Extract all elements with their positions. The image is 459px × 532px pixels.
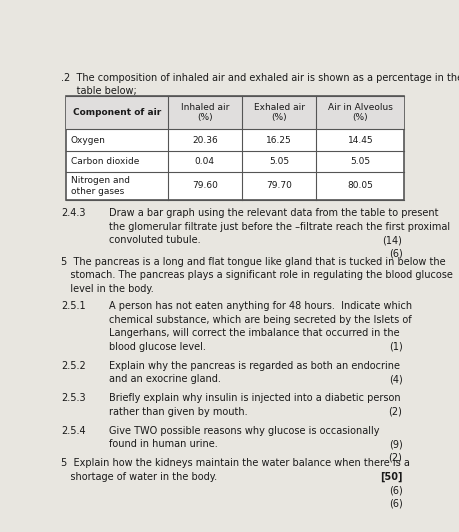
Text: A person has not eaten anything for 48 hours.  Indicate which: A person has not eaten anything for 48 h… [109,301,412,311]
Text: blood glucose level.: blood glucose level. [109,342,206,352]
Text: Component of air: Component of air [73,108,161,117]
Text: 5  The pancreas is a long and flat tongue like gland that is tucked in below the: 5 The pancreas is a long and flat tongue… [61,256,446,267]
Text: stomach. The pancreas plays a significant role in regulating the blood glucose: stomach. The pancreas plays a significan… [61,270,453,280]
Text: (6): (6) [389,485,403,495]
Text: Nitrogen and
other gases: Nitrogen and other gases [71,176,129,196]
Text: chemical substance, which are being secreted by the Islets of: chemical substance, which are being secr… [109,315,412,325]
Text: 79.70: 79.70 [266,181,292,190]
Text: 2.5.1: 2.5.1 [61,301,85,311]
Text: Give TWO possible reasons why glucose is occasionally: Give TWO possible reasons why glucose is… [109,426,380,436]
Text: 16.25: 16.25 [266,136,292,145]
Text: (14): (14) [382,235,403,245]
Text: .2  The composition of inhaled air and exhaled air is shown as a percentage in t: .2 The composition of inhaled air and ex… [61,73,459,83]
Text: 2.5.2: 2.5.2 [61,361,86,371]
Text: (6): (6) [389,248,403,259]
Text: level in the body.: level in the body. [61,284,154,294]
Bar [66,96,404,200]
Text: 14.45: 14.45 [347,136,373,145]
Text: (2): (2) [389,406,403,417]
Text: Oxygen: Oxygen [71,136,106,145]
Text: 79.60: 79.60 [192,181,218,190]
Text: Langerhans, will correct the imbalance that occurred in the: Langerhans, will correct the imbalance t… [109,328,400,338]
Text: the glomerular filtrate just before the –filtrate reach the first proximal: the glomerular filtrate just before the … [109,221,450,231]
Text: (6): (6) [389,498,403,509]
Text: 2.5.3: 2.5.3 [61,393,85,403]
Text: (4): (4) [389,375,403,384]
Text: 20.36: 20.36 [192,136,218,145]
Text: [50]: [50] [380,471,403,482]
Text: 80.05: 80.05 [347,181,373,190]
Text: 5.05: 5.05 [269,157,289,166]
Text: found in human urine.: found in human urine. [109,439,218,449]
Text: Inhaled air
(%): Inhaled air (%) [181,103,229,122]
Text: table below;: table below; [61,86,137,96]
Text: Air in Alveolus
(%): Air in Alveolus (%) [328,103,393,122]
Bar [66,96,404,129]
Text: and an exocrine gland.: and an exocrine gland. [109,375,221,384]
Text: Exhaled air
(%): Exhaled air (%) [254,103,305,122]
Text: 2.5.4: 2.5.4 [61,426,85,436]
Text: Draw a bar graph using the relevant data from the table to present: Draw a bar graph using the relevant data… [109,208,438,218]
Text: 0.04: 0.04 [195,157,215,166]
Text: 5  Explain how the kidneys maintain the water balance when there is a: 5 Explain how the kidneys maintain the w… [61,458,410,468]
Text: rather than given by mouth.: rather than given by mouth. [109,406,247,417]
Text: 5.05: 5.05 [350,157,370,166]
Text: 2.4.3: 2.4.3 [61,208,85,218]
Text: Carbon dioxide: Carbon dioxide [71,157,139,166]
Text: (9): (9) [389,439,403,449]
Text: (1): (1) [389,342,403,352]
Text: shortage of water in the body.: shortage of water in the body. [61,471,217,481]
Text: (2): (2) [389,453,403,463]
Text: Briefly explain why insulin is injected into a diabetic person: Briefly explain why insulin is injected … [109,393,401,403]
Text: Explain why the pancreas is regarded as both an endocrine: Explain why the pancreas is regarded as … [109,361,400,371]
Text: convoluted tubule.: convoluted tubule. [109,235,201,245]
